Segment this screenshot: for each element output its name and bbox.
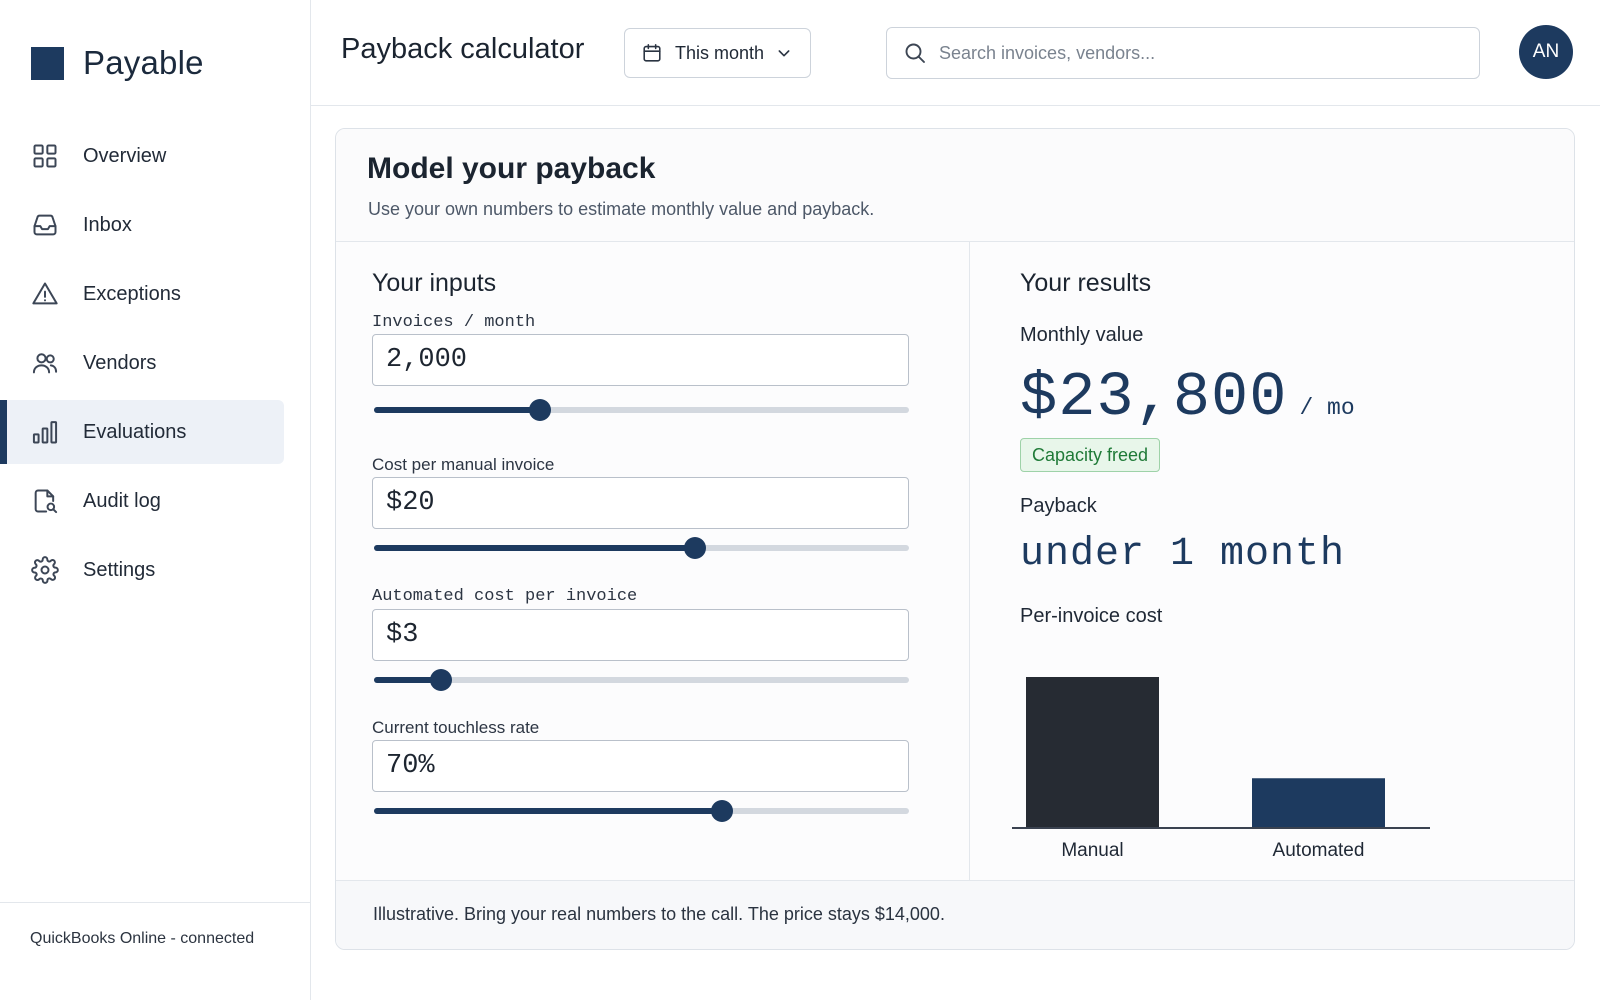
card-footer-note: Illustrative. Bring your real numbers to… <box>336 880 1574 949</box>
touchless-rate-input[interactable]: 70% <box>372 740 909 792</box>
per-invoice-cost-chart: Manual Automated <box>1012 677 1430 857</box>
payback-value: under 1 month <box>1020 532 1346 577</box>
field-value: 2,000 <box>386 345 468 375</box>
file-search-icon <box>31 487 59 515</box>
page-title: Payback calculator <box>341 33 585 65</box>
card-header: Model your payback Use your own numbers … <box>336 129 1574 242</box>
card-subtitle: Use your own numbers to estimate monthly… <box>368 199 875 219</box>
sidebar-item-label: Inbox <box>83 213 132 236</box>
slider-fill <box>374 677 441 683</box>
sidebar-item-label: Exceptions <box>83 282 181 305</box>
monthly-value-amount: $23,800 <box>1020 362 1288 433</box>
search-input[interactable] <box>939 42 1459 64</box>
sidebar-item-label: Vendors <box>83 351 157 374</box>
field-label-touchless-rate: Current touchless rate <box>372 718 540 737</box>
top-bar: Payback calculator This month AN <box>311 0 1600 106</box>
manual-cost-slider[interactable] <box>374 537 909 559</box>
search-icon <box>905 43 925 63</box>
payback-card: Model your payback Use your own numbers … <box>335 128 1575 950</box>
slider-thumb[interactable] <box>684 537 706 559</box>
automated-cost-input[interactable]: $3 <box>372 609 909 661</box>
field-value: 70% <box>386 751 435 781</box>
bar-chart-icon <box>31 418 59 446</box>
slider-thumb[interactable] <box>528 399 551 421</box>
field-label-automated-cost: Automated cost per invoice <box>372 587 638 606</box>
touchless-rate-slider[interactable] <box>374 800 909 822</box>
monthly-value-unit: / mo <box>1299 395 1355 421</box>
search-box <box>886 27 1480 79</box>
field-label-manual-cost: Cost per manual invoice <box>372 455 555 474</box>
slider-fill <box>374 545 695 551</box>
tick-label-automated: Automated <box>1273 840 1365 857</box>
sidebar-item-vendors[interactable]: Vendors <box>0 331 284 395</box>
warning-icon <box>31 280 59 308</box>
slider-thumb[interactable] <box>429 669 452 691</box>
payback-label: Payback <box>1020 495 1097 517</box>
sidebar-item-label: Overview <box>83 144 167 167</box>
slider-fill <box>374 808 722 814</box>
sidebar-item-audit-log[interactable]: Audit log <box>0 469 284 533</box>
sidebar-item-exceptions[interactable]: Exceptions <box>0 262 284 326</box>
invoices-slider[interactable] <box>374 399 909 421</box>
monthly-value-label: Monthly value <box>1020 324 1144 346</box>
results-panel: Your results Monthly value $23,800 / mo … <box>970 242 1574 880</box>
field-value: $20 <box>386 488 435 518</box>
sidebar-item-inbox[interactable]: Inbox <box>0 193 284 257</box>
gear-icon <box>31 556 59 584</box>
brand-logo-icon <box>31 46 64 80</box>
integration-status: QuickBooks Online - connected <box>0 902 311 1000</box>
sidebar: Payable Overview Inbox Exceptions Vendor… <box>0 0 311 1000</box>
inbox-icon <box>31 211 59 239</box>
inputs-title: Your inputs <box>372 269 497 297</box>
column-divider <box>969 242 970 880</box>
sidebar-item-overview[interactable]: Overview <box>0 124 284 188</box>
monthly-value: $23,800 / mo <box>1020 362 1355 433</box>
sidebar-item-evaluations[interactable]: Evaluations <box>0 400 284 464</box>
slider-track <box>374 677 909 683</box>
slider-track <box>374 407 909 413</box>
slider-thumb[interactable] <box>710 800 733 822</box>
automated-cost-slider[interactable] <box>374 669 909 691</box>
sidebar-item-settings[interactable]: Settings <box>0 538 284 602</box>
bar-automated <box>1252 778 1385 827</box>
bar-manual <box>1026 677 1159 827</box>
grid-icon <box>31 142 59 170</box>
sidebar-nav: Overview Inbox Exceptions Vendors Evalua… <box>0 124 311 607</box>
users-icon <box>31 349 59 377</box>
sidebar-item-label: Settings <box>83 558 156 581</box>
avatar[interactable]: AN <box>1519 25 1573 79</box>
brand[interactable]: Payable <box>31 44 204 82</box>
invoices-per-month-input[interactable]: 2,000 <box>372 334 909 386</box>
field-value: $3 <box>386 620 419 650</box>
tick-label-manual: Manual <box>1061 840 1123 857</box>
date-range-dropdown[interactable]: This month <box>624 28 811 78</box>
sidebar-item-label: Audit log <box>83 489 161 512</box>
manual-cost-input[interactable]: $20 <box>372 477 909 529</box>
chevron-down-icon <box>778 50 790 57</box>
chart-title: Per-invoice cost <box>1020 605 1163 627</box>
slider-fill <box>374 407 540 413</box>
brand-name: Payable <box>83 44 204 81</box>
field-label-invoices: Invoices / month <box>372 313 536 332</box>
status-badge: Capacity freed <box>1020 438 1161 472</box>
calendar-icon <box>643 43 661 62</box>
sidebar-item-label: Evaluations <box>83 420 187 443</box>
date-range-label: This month <box>675 42 765 63</box>
card-title: Model your payback <box>367 152 656 185</box>
results-title: Your results <box>1020 269 1152 297</box>
